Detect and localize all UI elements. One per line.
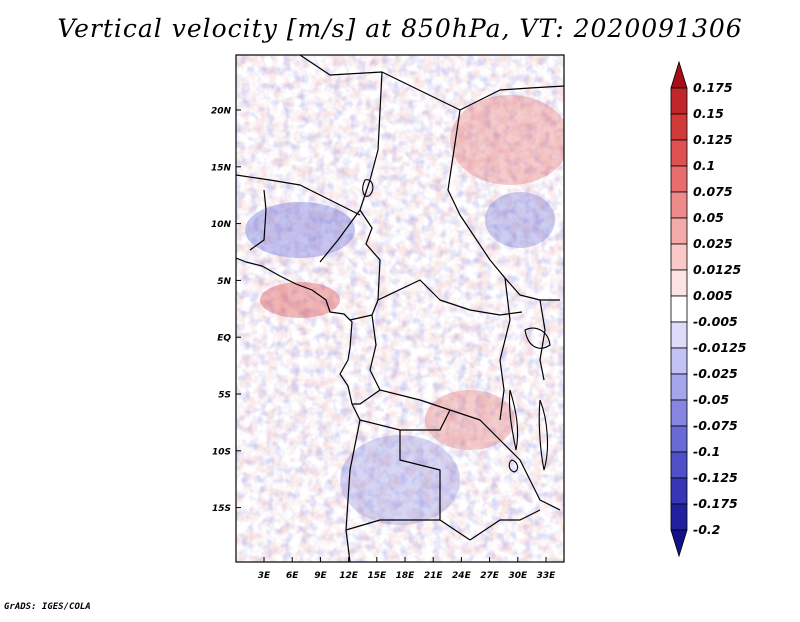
colorbar-swatch bbox=[670, 113, 688, 141]
south-downdraft bbox=[340, 435, 460, 525]
colorbar-label: -0.075 bbox=[693, 418, 738, 433]
colorbar-label: -0.2 bbox=[693, 522, 720, 537]
lon-label: 3E bbox=[258, 571, 271, 581]
sahel-updraft bbox=[450, 95, 564, 185]
colorbar-swatch bbox=[670, 425, 688, 453]
political-borders bbox=[236, 55, 564, 562]
lon-label: 18E bbox=[396, 571, 416, 581]
colorbar-label: -0.1 bbox=[693, 444, 720, 459]
lon-label: 27E bbox=[480, 571, 500, 581]
colorbar-label: -0.005 bbox=[693, 314, 738, 329]
lon-label: 21E bbox=[424, 571, 444, 581]
lon-label: 12E bbox=[339, 571, 359, 581]
colorbar-swatch bbox=[670, 373, 688, 401]
longitude-axis: 3E 6E 9E 12E 15E 18E 21E 24E 27E 30E 33E bbox=[258, 557, 556, 581]
colorbar-swatch bbox=[670, 191, 688, 219]
colorbar-swatch bbox=[670, 165, 688, 193]
colorbar-swatch bbox=[670, 477, 688, 505]
chart-title: Vertical velocity [m/s] at 850hPa, VT: 2… bbox=[57, 14, 743, 43]
colorbar-label: -0.025 bbox=[693, 366, 738, 381]
colorbar-label: 0.075 bbox=[693, 184, 733, 199]
colorbar-swatch bbox=[670, 529, 688, 558]
congo-downdraft bbox=[245, 202, 355, 258]
colorbar-swatch bbox=[670, 503, 688, 531]
latitude-axis: 20N 15N 10N 5N EQ 5S 10S 15S bbox=[211, 107, 241, 514]
lat-label: 10S bbox=[212, 447, 231, 457]
lon-label: 24E bbox=[452, 571, 472, 581]
lat-label: 15N bbox=[211, 163, 232, 173]
lon-label: 6E bbox=[286, 571, 299, 581]
colorbar-swatch bbox=[670, 139, 688, 167]
colorbar-swatch bbox=[670, 60, 688, 89]
gulf-guinea-updraft bbox=[260, 282, 340, 318]
lat-label: 20N bbox=[211, 107, 232, 117]
colorbar-swatch bbox=[670, 451, 688, 479]
colorbar-swatch bbox=[670, 87, 688, 115]
lon-label: 9E bbox=[314, 571, 327, 581]
south-updraft bbox=[425, 390, 515, 450]
colorbar-label: 0.175 bbox=[693, 80, 733, 95]
lat-label: 5N bbox=[217, 277, 231, 287]
colorbar-label: 0.125 bbox=[693, 132, 733, 147]
colorbar-label: -0.175 bbox=[693, 496, 738, 511]
lakes bbox=[362, 179, 551, 473]
downdraft-regions bbox=[236, 55, 564, 562]
colorbar-label: 0.025 bbox=[693, 236, 733, 251]
colorbar-label: -0.125 bbox=[693, 470, 738, 485]
colorbar-label: 0.1 bbox=[693, 158, 715, 173]
colorbar-label: 0.15 bbox=[693, 106, 724, 121]
plot-frame bbox=[235, 54, 565, 563]
lat-label: 5S bbox=[218, 391, 231, 401]
colorbar-label: -0.0125 bbox=[693, 340, 747, 355]
lat-label: EQ bbox=[217, 334, 231, 344]
colorbar-swatch bbox=[670, 347, 688, 375]
lat-label: 10N bbox=[211, 220, 232, 230]
lon-label: 15E bbox=[367, 571, 387, 581]
colorbar-swatch bbox=[670, 269, 688, 297]
colorbar-label: 0.005 bbox=[693, 288, 733, 303]
lat-label: 15S bbox=[212, 504, 231, 514]
east-downdraft bbox=[485, 192, 555, 248]
colorbar-swatch bbox=[670, 243, 688, 271]
colorbar-label: -0.05 bbox=[693, 392, 729, 407]
lon-label: 33E bbox=[537, 571, 557, 581]
colorbar-swatch bbox=[670, 217, 688, 245]
lon-label: 30E bbox=[508, 571, 528, 581]
velocity-field bbox=[236, 55, 564, 562]
colorbar-swatch bbox=[670, 295, 688, 323]
colorbar-swatch bbox=[670, 399, 688, 427]
colorbar: 0.175 0.15 0.125 0.1 0.075 0.05 0.025 0.0125 0.0… bbox=[670, 60, 747, 558]
colorbar-label: 0.0125 bbox=[693, 262, 742, 277]
colorbar-label: 0.05 bbox=[693, 210, 724, 225]
colorbar-swatch bbox=[670, 321, 688, 349]
grads-credit: GrADS: IGES/COLA bbox=[4, 602, 91, 612]
